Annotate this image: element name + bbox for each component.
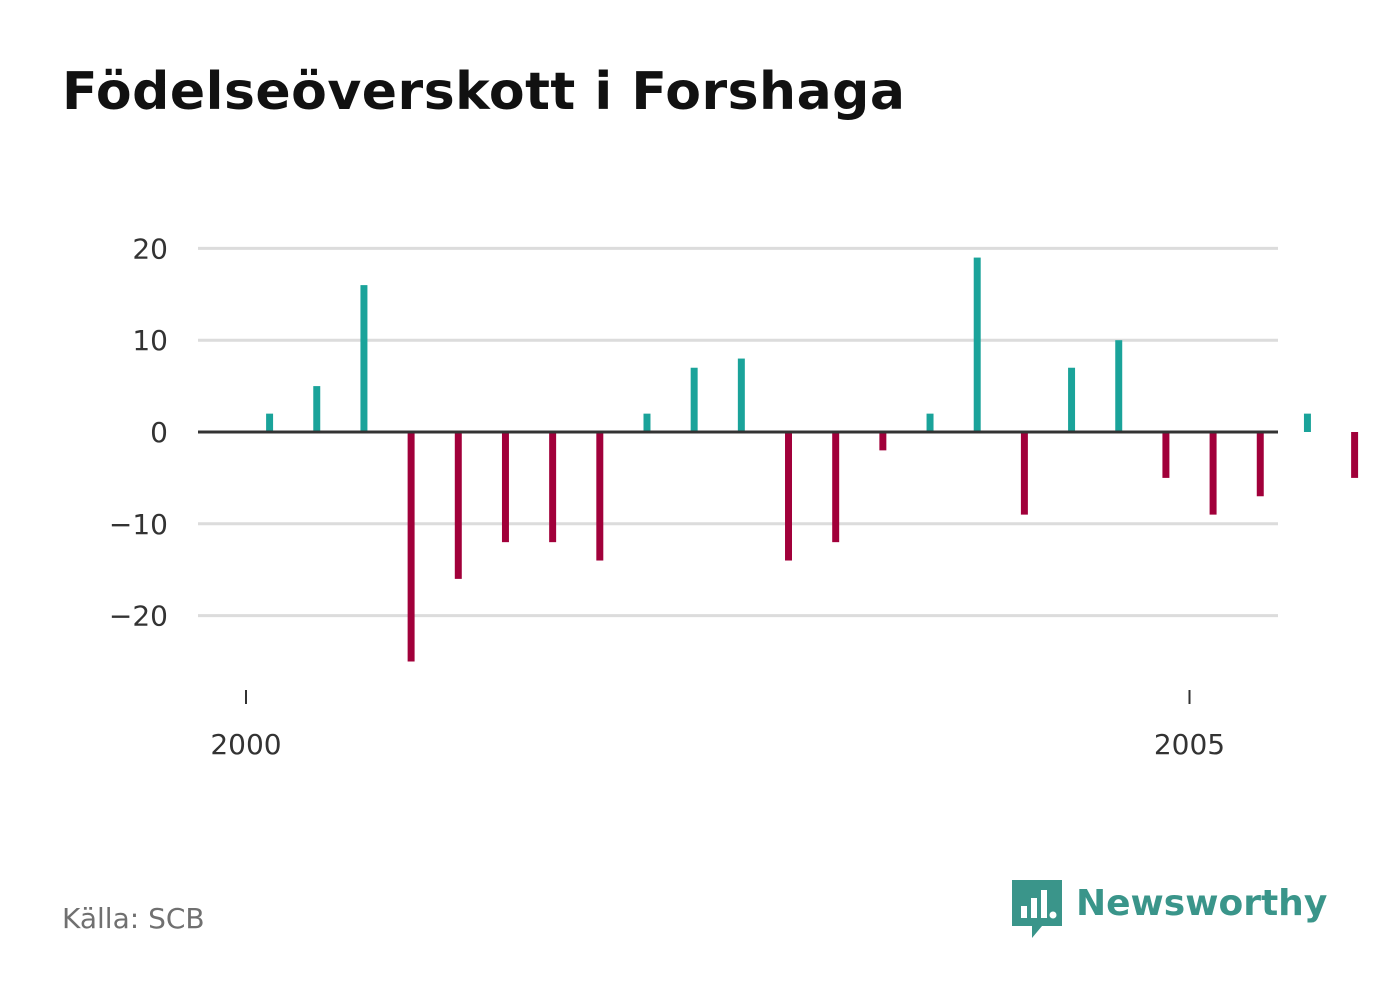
y-tick-label: −10 xyxy=(109,508,168,541)
bar-negative xyxy=(832,432,840,543)
bar-positive xyxy=(926,413,934,432)
x-axis: 200020052010201520202025 xyxy=(210,690,1225,761)
bar-positive xyxy=(360,285,368,432)
y-tick-label: 20 xyxy=(132,232,168,265)
brand-name: Newsworthy xyxy=(1076,883,1328,924)
x-tick-label: 2000 xyxy=(210,728,281,761)
bar-chart-bubble-icon xyxy=(1012,880,1062,938)
bars xyxy=(266,257,1359,662)
bar-negative xyxy=(785,432,792,561)
bar-positive xyxy=(973,257,981,432)
bar-positive xyxy=(690,367,698,432)
bar-negative xyxy=(501,432,509,543)
y-tick-label: −20 xyxy=(109,600,168,633)
bar-positive xyxy=(1068,367,1076,432)
bar-negative xyxy=(879,432,887,451)
source-label: Källa: SCB xyxy=(62,902,205,935)
y-axis: 20 10 0 −10 −20 xyxy=(109,232,168,632)
bar-negative xyxy=(1020,432,1028,515)
bar-positive xyxy=(737,358,745,432)
bar-negative xyxy=(407,432,415,662)
bar-negative xyxy=(1351,432,1359,478)
bar-positive xyxy=(643,413,651,432)
y-tick-label: 0 xyxy=(150,416,168,449)
bar-positive xyxy=(313,386,321,432)
bar-positive xyxy=(1303,413,1311,432)
bar-negative xyxy=(1162,432,1170,478)
bar-positive xyxy=(266,413,274,432)
bar-negative xyxy=(549,432,557,543)
chart-title: Födelseöverskott i Forshaga xyxy=(62,62,906,122)
y-tick-label: 10 xyxy=(132,324,168,357)
x-tick-label: 2005 xyxy=(1154,728,1225,761)
grid-lines xyxy=(198,246,1278,618)
bar-negative xyxy=(1256,432,1264,497)
bar-positive xyxy=(1115,340,1123,432)
bar-negative xyxy=(454,432,462,579)
bar-negative xyxy=(596,432,604,561)
bar-negative xyxy=(1209,432,1217,515)
newsworthy-logo: Newsworthy xyxy=(1012,880,1327,942)
